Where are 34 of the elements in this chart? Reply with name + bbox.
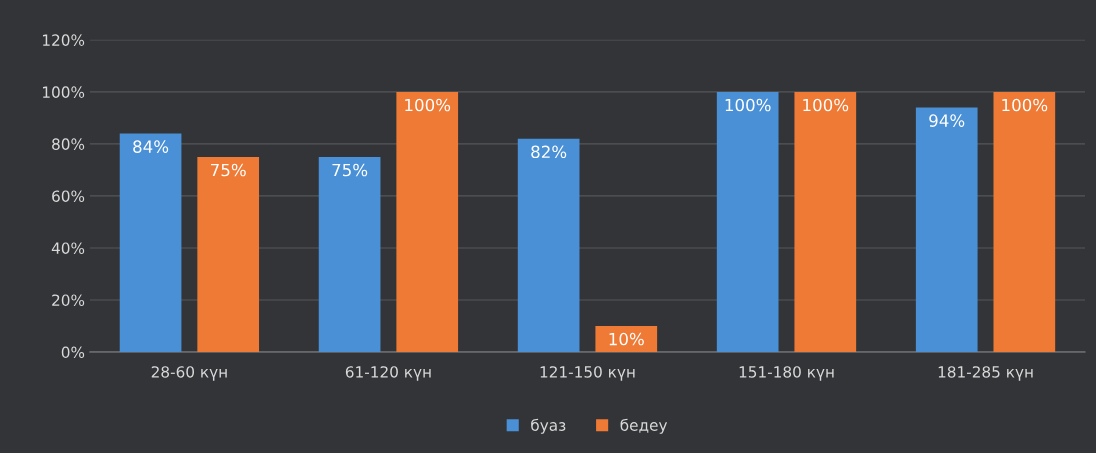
y-tick-label: 60% [52,190,85,202]
data-label: 84% [133,140,169,153]
bar [517,138,580,352]
y-tick-label: 80% [52,138,85,150]
data-label: 100% [1002,98,1048,112]
legend-label: бедеу [620,418,668,434]
data-label: 75% [211,163,246,177]
y-tick-label: 120% [43,34,85,46]
bar [716,91,779,352]
data-label: 94% [929,114,965,127]
data-label: 100% [803,98,849,112]
data-label: 100% [725,98,771,112]
x-tick-label: 121-150 күн [540,366,635,381]
bar [993,91,1056,352]
bar [915,107,978,352]
x-tick-label: 61-120 күн [345,366,431,381]
data-label: 100% [405,98,451,112]
bar [119,133,182,352]
bar [595,325,658,352]
y-tick-label: 100% [43,86,85,98]
legend-label: буаз [531,418,566,434]
y-tick-label: 40% [51,242,85,254]
bar [396,91,459,352]
x-tick-label: 28-60 күн [151,366,227,381]
bar [794,91,857,352]
y-tick-label: 0% [61,346,85,358]
bar [197,156,260,352]
bar [318,156,381,352]
data-label: 82% [531,145,567,159]
data-label: 75% [332,163,368,177]
x-tick-label: 151-180 күн [739,366,834,381]
data-label: 10% [609,332,644,346]
y-tick-label: 20% [52,294,85,306]
x-tick-label: 181-285 күн [938,366,1033,381]
